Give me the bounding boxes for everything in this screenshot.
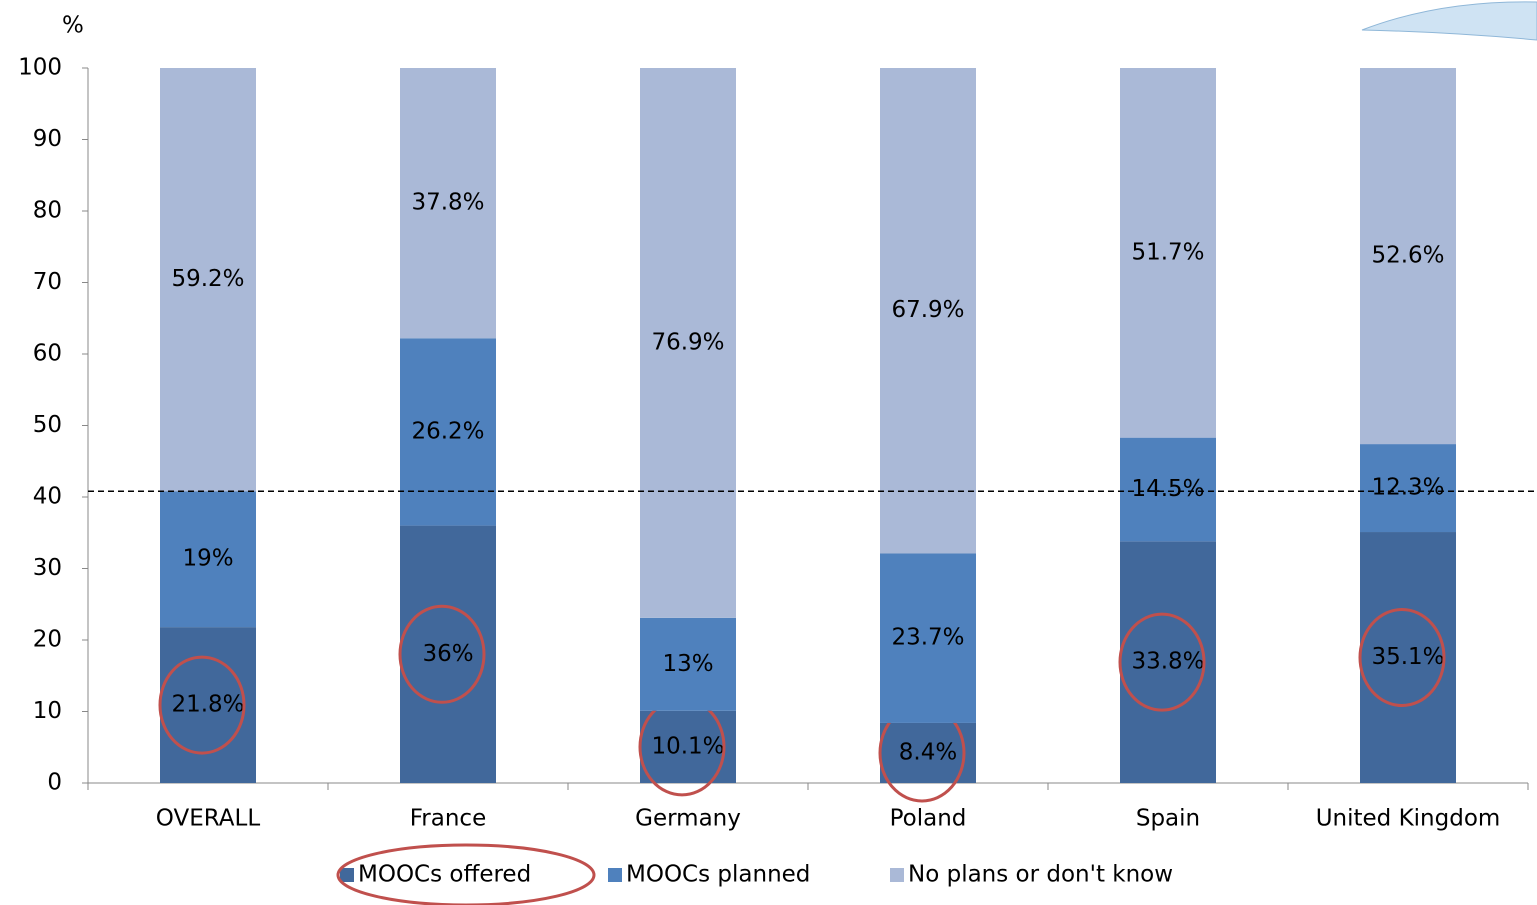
y-tick-label: 60 <box>33 341 62 367</box>
data-label: 52.6% <box>1371 243 1444 269</box>
bar-segment <box>880 553 976 723</box>
data-label: 33.8% <box>1131 649 1204 675</box>
data-label: 36% <box>422 641 473 667</box>
data-label: 12.3% <box>1371 475 1444 501</box>
legend-swatch <box>340 868 354 882</box>
data-label: 8.4% <box>899 739 957 765</box>
bar-segment <box>1360 444 1456 533</box>
data-label: 21.8% <box>171 692 244 718</box>
highlight-circle <box>158 655 246 755</box>
highlight-circle <box>336 843 596 905</box>
x-tick-label: Germany <box>635 806 741 832</box>
legend-label: No plans or don't know <box>908 862 1173 888</box>
y-tick-label: 20 <box>33 627 62 653</box>
bar-segment <box>640 617 736 711</box>
legend-swatch <box>890 868 904 882</box>
x-tick-label: Poland <box>890 806 967 832</box>
x-tick-label: United Kingdom <box>1316 806 1501 832</box>
x-tick-label: Spain <box>1136 806 1200 832</box>
bar-segment <box>1120 437 1216 542</box>
legend-label: MOOCs offered <box>358 862 531 888</box>
highlight-circle <box>1358 608 1446 708</box>
data-label: 13% <box>662 651 713 677</box>
x-tick-label: France <box>410 806 486 832</box>
y-tick-label: 10 <box>33 698 62 724</box>
bar-segment <box>160 68 256 492</box>
y-axis-label: % <box>62 13 84 39</box>
bar-segment <box>160 627 256 783</box>
data-label: 37.8% <box>411 190 484 216</box>
highlight-circle <box>398 604 486 704</box>
bar-segment <box>400 338 496 526</box>
y-tick-label: 90 <box>33 126 62 152</box>
y-tick-label: 50 <box>33 412 62 438</box>
y-tick-label: 80 <box>33 198 62 224</box>
bar-segment <box>640 68 736 618</box>
data-label: 26.2% <box>411 418 484 444</box>
data-label: 76.9% <box>651 329 724 355</box>
bar-segment <box>1360 68 1456 445</box>
bar-segment <box>1120 541 1216 783</box>
y-tick-label: 70 <box>33 269 62 295</box>
logo <box>1361 1 1537 41</box>
y-tick-label: 30 <box>33 555 62 581</box>
y-tick-label: 0 <box>47 770 62 796</box>
bar-segment <box>400 525 496 783</box>
data-label: 19% <box>182 546 233 572</box>
data-label: 67.9% <box>891 297 964 323</box>
data-label: 14.5% <box>1131 476 1204 502</box>
x-tick-label: OVERALL <box>156 806 261 832</box>
bar-segment <box>1120 68 1216 438</box>
bar-segment <box>400 68 496 339</box>
legend-swatch <box>608 868 622 882</box>
data-label: 59.2% <box>171 266 244 292</box>
y-tick-label: 100 <box>18 55 62 81</box>
data-label: 10.1% <box>651 733 724 759</box>
data-label: 23.7% <box>891 625 964 651</box>
y-tick-label: 40 <box>33 484 62 510</box>
highlight-circle <box>1118 612 1206 712</box>
legend-label: MOOCs planned <box>626 862 810 888</box>
bar-segment <box>880 68 976 554</box>
bar-segment <box>1360 532 1456 783</box>
data-label: 51.7% <box>1131 239 1204 265</box>
data-label: 35.1% <box>1371 644 1444 670</box>
bar-segment <box>160 491 256 628</box>
